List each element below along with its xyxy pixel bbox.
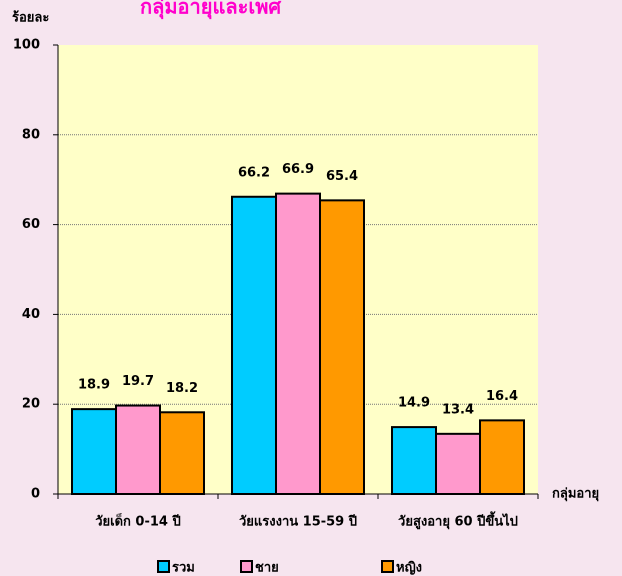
y-tick-label: 0 xyxy=(31,487,40,502)
value-label: 66.2 xyxy=(238,165,270,180)
legend-label: หญิง xyxy=(396,561,422,576)
y-tick-label: 80 xyxy=(22,127,40,142)
bar xyxy=(71,408,117,496)
x-tick-label: วัยสูงอายุ 60 ปีขึ้นไป xyxy=(398,511,518,530)
bar xyxy=(391,426,437,495)
legend-swatch xyxy=(157,560,170,573)
legend-swatch xyxy=(381,560,394,573)
bar xyxy=(479,419,525,496)
bar xyxy=(231,195,277,495)
y-tick-label: 60 xyxy=(22,217,40,232)
y-tick-label: 100 xyxy=(13,38,40,53)
bar xyxy=(435,432,481,496)
x-axis-label: กลุ่มอายุ xyxy=(552,487,599,502)
legend-swatch xyxy=(240,560,253,573)
y-tick-label: 40 xyxy=(22,307,40,322)
bar xyxy=(275,192,321,496)
bar xyxy=(115,404,161,495)
value-label: 19.7 xyxy=(122,374,154,389)
legend-label: ชาย xyxy=(255,561,279,576)
x-tick-label: วัยแรงงาน 15-59 ปี xyxy=(239,514,357,530)
y-axis-label: ร้อยละ xyxy=(12,10,49,26)
value-label: 18.2 xyxy=(166,381,198,396)
value-label: 66.9 xyxy=(282,162,314,177)
chart-title: กลุ่มอายุและเพศ xyxy=(140,0,282,20)
bar xyxy=(159,411,205,496)
value-label: 14.9 xyxy=(398,396,430,411)
bar xyxy=(319,199,365,495)
y-tick-label: 20 xyxy=(22,397,40,412)
value-label: 65.4 xyxy=(326,169,358,184)
x-tick-label: วัยเด็ก 0-14 ปี xyxy=(95,512,181,530)
value-label: 18.9 xyxy=(78,378,110,393)
legend-label: รวม xyxy=(172,561,195,576)
value-label: 13.4 xyxy=(442,402,474,417)
value-label: 16.4 xyxy=(486,389,518,404)
